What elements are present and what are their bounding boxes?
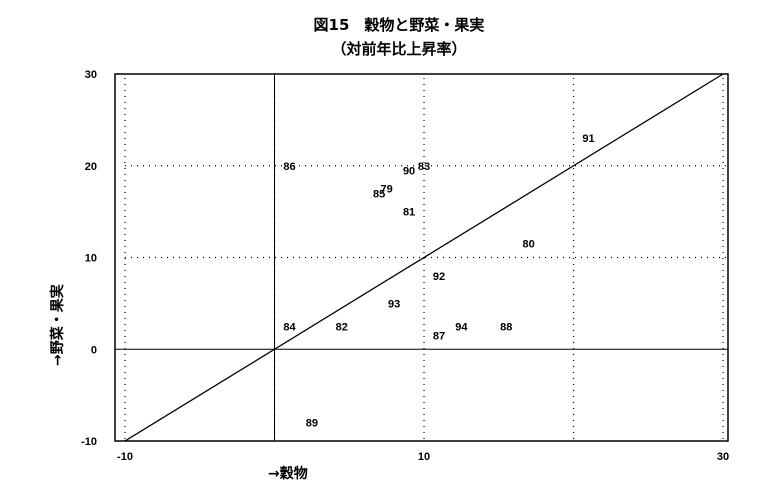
data-point-label: 93: [388, 298, 400, 310]
dotted-grid: [124, 78, 726, 439]
x-tick-label: -10: [117, 451, 133, 463]
data-point-label: 91: [582, 133, 594, 145]
diagonal-line: [124, 73, 724, 442]
data-point-label: 84: [283, 321, 296, 333]
y-tick-label: 20: [85, 161, 97, 173]
y-axis-title: →野菜・果実: [49, 284, 66, 366]
x-tick-label: 30: [717, 451, 729, 463]
data-point-label: 79: [381, 184, 393, 196]
data-point-label: 89: [306, 418, 318, 430]
data-point-label: 92: [433, 271, 445, 283]
data-point-label: 86: [283, 161, 295, 173]
data-point-label: 90: [403, 165, 415, 177]
data-point-label: 83: [418, 161, 430, 173]
chart-title: 図15 穀物と野菜・果実: [314, 16, 485, 34]
chart-subtitle: （対前年比上昇率）: [331, 40, 466, 58]
data-point-label: 87: [433, 330, 445, 342]
data-point-label: 80: [523, 239, 535, 251]
data-point-label: 85: [373, 188, 385, 200]
x-tick-label: 10: [418, 451, 430, 463]
data-point-label: 82: [336, 321, 348, 333]
tick-labels: -10 10 30 -10 0 10 20 30: [81, 69, 729, 463]
y-tick-label: 30: [85, 69, 97, 81]
reference-lines: [115, 73, 728, 442]
data-point-label: 94: [455, 321, 468, 333]
y-tick-label: -10: [81, 436, 97, 448]
y-tick-label: 10: [85, 253, 97, 265]
data-point-label: 81: [403, 207, 415, 219]
plot-frame: [114, 73, 729, 442]
x-axis-title: →穀物: [268, 465, 308, 482]
data-point-label: 88: [500, 321, 512, 333]
data-labels: 79 80 81 82 83 84 85 86 87 88 89 90 91 92 93 94: [283, 133, 594, 429]
y-tick-label: 0: [91, 344, 97, 356]
